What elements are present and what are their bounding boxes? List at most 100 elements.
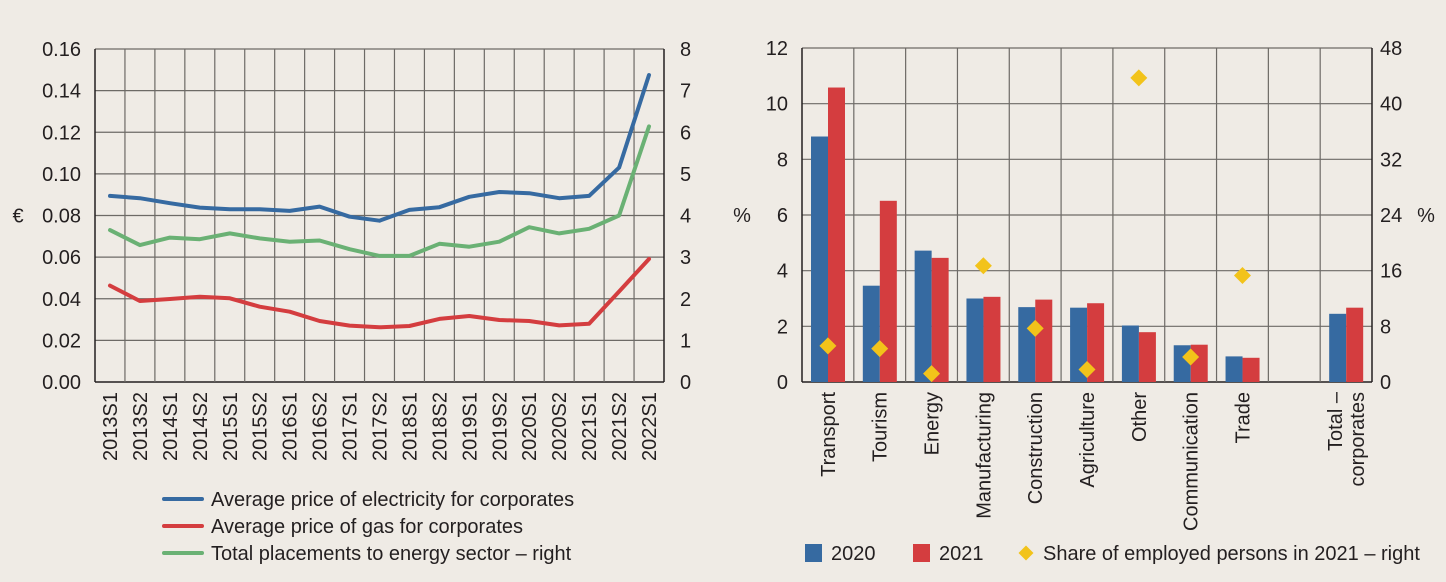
y-tick-label-left: 0.16 bbox=[42, 39, 81, 61]
x-category-label: Other bbox=[1129, 392, 1151, 442]
x-tick-label: 2018S1 bbox=[399, 392, 421, 461]
y-tick-label-left: 0.00 bbox=[42, 372, 81, 394]
x-tick-label: 2019S2 bbox=[489, 392, 511, 461]
series-line-0 bbox=[108, 73, 651, 223]
y-axis-label-left: € bbox=[12, 206, 23, 228]
bar-2020 bbox=[1225, 356, 1243, 382]
marker-diamond bbox=[1233, 267, 1251, 285]
marker-diamond bbox=[871, 340, 889, 358]
y-tick-label-right: 2 bbox=[680, 289, 691, 311]
x-tick-label: 2020S2 bbox=[549, 392, 571, 461]
x-category-label: Trade bbox=[1232, 392, 1254, 444]
bar-2020 bbox=[1070, 307, 1088, 382]
bar-2021 bbox=[1242, 357, 1260, 382]
legend-label: 2021 bbox=[939, 543, 984, 565]
x-category-label: Energy bbox=[922, 392, 944, 455]
x-tick-label: 2017S1 bbox=[340, 392, 362, 461]
y-tick-label-left: 6 bbox=[777, 205, 788, 227]
y-tick-label-left: 0 bbox=[777, 372, 788, 394]
y-tick-label-left: 4 bbox=[777, 261, 788, 283]
bar-2021 bbox=[983, 296, 1001, 382]
x-category-label: corporates bbox=[1347, 392, 1369, 487]
bar-2021 bbox=[1190, 344, 1208, 382]
marker-diamond bbox=[1182, 348, 1200, 366]
left-line-chart: 0.00 0.02 0.04 0.06 0.08 0.10 0.12 0.14 0.16 0 1 2 3… bbox=[12, 39, 691, 565]
y-tick-label-right: 24 bbox=[1380, 205, 1402, 227]
bar-2021 bbox=[879, 200, 897, 382]
legend-label: Share of employed persons in 2021 – righ… bbox=[1043, 543, 1420, 565]
y-tick-label-right: 0 bbox=[680, 372, 691, 394]
y-tick-label-right: 32 bbox=[1380, 149, 1402, 171]
x-category-label: Agriculture bbox=[1077, 392, 1099, 488]
y-tick-label-right: 8 bbox=[680, 39, 691, 61]
bar-2021 bbox=[1035, 299, 1053, 382]
y-tick-label-right: 1 bbox=[680, 330, 691, 352]
legend-label: Average price of electricity for corpora… bbox=[211, 489, 574, 511]
x-category-label: Manufacturing bbox=[973, 392, 995, 519]
y-tick-label-right: 0 bbox=[1380, 372, 1391, 394]
y-tick-label-right: 4 bbox=[680, 206, 691, 228]
legend-label: Total placements to energy sector – righ… bbox=[211, 543, 572, 565]
y-tick-label-left: 2 bbox=[777, 316, 788, 338]
y-tick-label-right: 3 bbox=[680, 247, 691, 269]
y-tick-label-left: 0.12 bbox=[42, 122, 81, 144]
y-tick-label-left: 10 bbox=[766, 94, 788, 116]
marker-diamond bbox=[1130, 69, 1148, 87]
bar-2020 bbox=[811, 136, 828, 382]
x-tick-label: 2015S1 bbox=[220, 392, 242, 461]
legend-swatch-diamond bbox=[1018, 545, 1034, 561]
y-tick-label-left: 8 bbox=[777, 149, 788, 171]
bar-2020 bbox=[862, 285, 880, 382]
y-tick-label-right: 48 bbox=[1380, 38, 1402, 60]
y-axis-label-right: % bbox=[1417, 205, 1435, 227]
x-tick-label: 2014S1 bbox=[160, 392, 182, 461]
y-axis-label-left: % bbox=[733, 205, 751, 227]
x-category-label: Total – bbox=[1325, 391, 1347, 451]
bar-2021 bbox=[931, 257, 949, 382]
x-tick-label: 2013S2 bbox=[130, 392, 152, 461]
y-tick-label-right: 5 bbox=[680, 164, 691, 186]
bar-2021 bbox=[1087, 303, 1105, 382]
y-tick-label-right: 7 bbox=[680, 81, 691, 103]
x-category-label: Transport bbox=[818, 392, 840, 477]
x-tick-label: 2019S1 bbox=[459, 392, 481, 461]
y-tick-label-left: 0.02 bbox=[42, 330, 81, 352]
y-tick-label-left: 0.04 bbox=[42, 289, 81, 311]
legend-label: 2020 bbox=[831, 543, 876, 565]
x-tick-label: 2014S2 bbox=[190, 392, 212, 461]
y-tick-label-left: 12 bbox=[766, 38, 788, 60]
x-tick-label: 2021S1 bbox=[579, 392, 601, 461]
legend-swatch-2020 bbox=[805, 544, 822, 562]
bar-2020 bbox=[1018, 307, 1036, 382]
legend-swatch-2021 bbox=[913, 544, 930, 562]
series-line-1 bbox=[108, 257, 651, 330]
bar-2020 bbox=[1121, 325, 1139, 382]
x-tick-label: 2020S1 bbox=[519, 392, 541, 461]
bar-2021 bbox=[1346, 307, 1364, 382]
x-tick-label: 2015S2 bbox=[250, 392, 272, 461]
x-tick-label: 2022S1 bbox=[639, 392, 661, 461]
bar-2020 bbox=[1173, 345, 1191, 382]
x-category-label: Construction bbox=[1025, 392, 1047, 504]
x-tick-label: 2018S2 bbox=[429, 392, 451, 461]
bar-2021 bbox=[828, 87, 845, 383]
y-tick-label-left: 0.08 bbox=[42, 206, 81, 228]
bar-2020 bbox=[966, 298, 984, 382]
x-tick-label: 2013S1 bbox=[100, 392, 122, 461]
legend-label: Average price of gas for corporates bbox=[211, 516, 523, 538]
y-tick-label-right: 8 bbox=[1380, 316, 1391, 338]
series-line-2 bbox=[108, 124, 651, 258]
marker-diamond bbox=[974, 257, 992, 275]
marker-diamond bbox=[819, 337, 837, 355]
x-tick-label: 2017S2 bbox=[370, 392, 392, 461]
y-tick-label-left: 0.06 bbox=[42, 247, 81, 269]
marker-diamond bbox=[1078, 360, 1096, 378]
x-tick-label: 2016S1 bbox=[280, 392, 302, 461]
y-tick-label-left: 0.10 bbox=[42, 164, 81, 186]
x-category-label: Tourism bbox=[870, 392, 892, 462]
y-tick-label-right: 16 bbox=[1380, 261, 1402, 283]
bar-2020 bbox=[914, 250, 932, 382]
